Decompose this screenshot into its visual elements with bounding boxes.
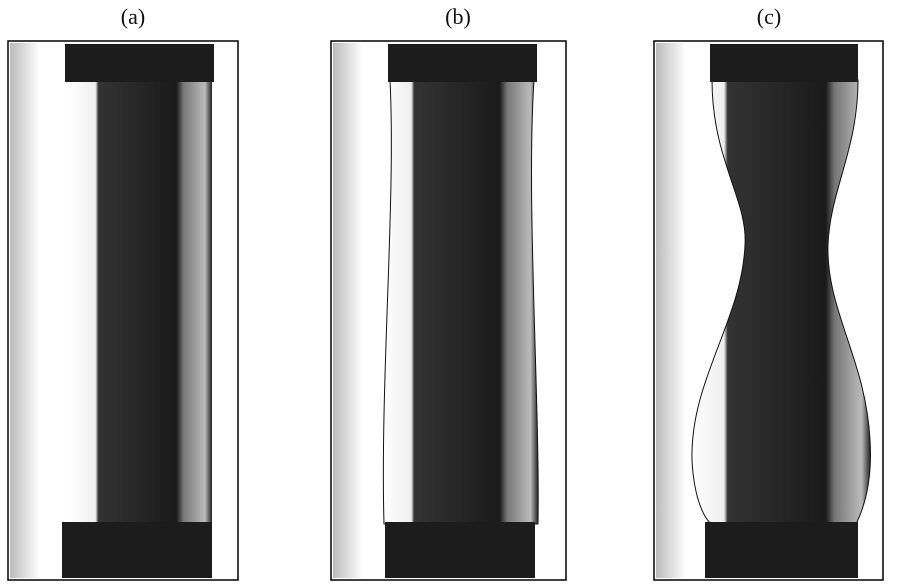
panel-image <box>654 41 883 580</box>
panel-label: (c) <box>757 4 781 29</box>
panel-label: (a) <box>121 4 145 29</box>
panel-image <box>331 41 566 580</box>
panel-image <box>8 41 238 580</box>
panel-label: (b) <box>445 4 471 29</box>
figure: (a) (b) (c) <box>0 0 908 584</box>
